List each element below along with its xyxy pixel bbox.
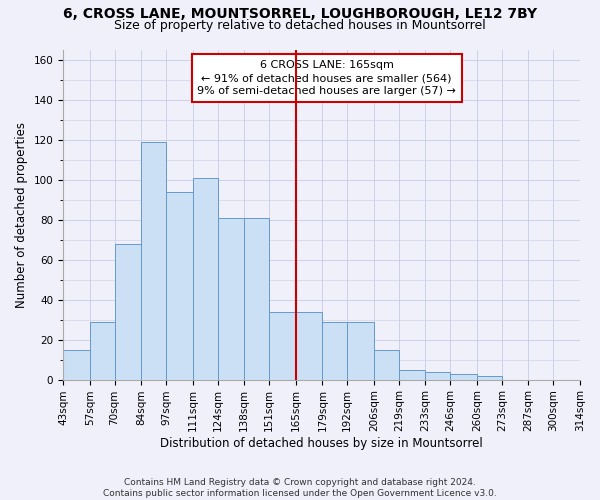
Bar — [90, 322, 115, 380]
Y-axis label: Number of detached properties: Number of detached properties — [15, 122, 28, 308]
Bar — [141, 142, 166, 380]
Text: 6, CROSS LANE, MOUNTSORREL, LOUGHBOROUGH, LE12 7BY: 6, CROSS LANE, MOUNTSORREL, LOUGHBOROUGH… — [63, 8, 537, 22]
Bar — [477, 376, 502, 380]
Bar — [269, 312, 296, 380]
Bar — [63, 350, 90, 380]
Bar — [450, 374, 477, 380]
Bar — [399, 370, 425, 380]
Bar — [193, 178, 218, 380]
Bar — [347, 322, 374, 380]
Bar — [244, 218, 269, 380]
Bar — [166, 192, 193, 380]
Bar — [115, 244, 141, 380]
X-axis label: Distribution of detached houses by size in Mountsorrel: Distribution of detached houses by size … — [160, 437, 483, 450]
Text: Size of property relative to detached houses in Mountsorrel: Size of property relative to detached ho… — [114, 19, 486, 32]
Bar — [374, 350, 399, 380]
Bar — [322, 322, 347, 380]
Bar — [425, 372, 450, 380]
Text: Contains HM Land Registry data © Crown copyright and database right 2024.
Contai: Contains HM Land Registry data © Crown c… — [103, 478, 497, 498]
Text: 6 CROSS LANE: 165sqm
← 91% of detached houses are smaller (564)
9% of semi-detac: 6 CROSS LANE: 165sqm ← 91% of detached h… — [197, 60, 456, 96]
Bar — [296, 312, 322, 380]
Bar — [218, 218, 244, 380]
